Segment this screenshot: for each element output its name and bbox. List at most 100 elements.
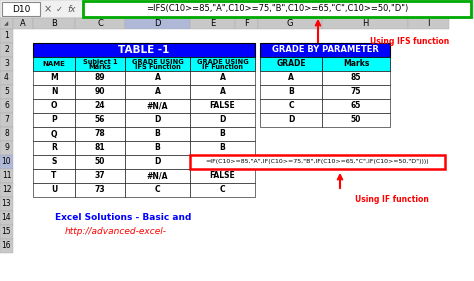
Bar [75, 113, 125, 127]
Bar [125, 113, 190, 127]
Bar [322, 99, 390, 113]
Text: ◢: ◢ [4, 21, 9, 26]
Bar [190, 155, 445, 169]
Bar [33, 113, 75, 127]
Text: B: B [155, 144, 160, 153]
Text: A: A [219, 87, 226, 96]
Text: G: G [287, 19, 293, 28]
Text: 73: 73 [95, 185, 105, 194]
Text: Subject 1: Subject 1 [82, 59, 117, 65]
Bar [260, 113, 322, 127]
Text: C: C [288, 101, 294, 110]
Text: S: S [51, 157, 57, 167]
Text: T: T [51, 171, 57, 180]
Text: B: B [155, 130, 160, 139]
Text: A: A [20, 19, 26, 28]
Bar [190, 127, 255, 141]
Bar [322, 18, 408, 29]
Bar [33, 43, 255, 57]
Text: C: C [219, 185, 225, 194]
Text: E: E [210, 19, 215, 28]
Text: M: M [50, 74, 58, 83]
Bar [0, 113, 13, 127]
Bar [33, 155, 75, 169]
Text: D: D [154, 19, 161, 28]
Bar [0, 71, 13, 85]
Bar [0, 183, 13, 197]
Text: 9: 9 [4, 144, 9, 153]
Bar [260, 85, 322, 99]
Text: Using IFS function: Using IFS function [370, 37, 449, 46]
Text: GRADE USING: GRADE USING [197, 59, 248, 65]
Bar [75, 127, 125, 141]
Bar [0, 85, 13, 99]
Bar [75, 183, 125, 197]
Text: ✓: ✓ [55, 4, 63, 13]
Bar [125, 141, 190, 155]
Bar [75, 169, 125, 183]
Text: 56: 56 [95, 115, 105, 124]
Bar [322, 71, 390, 85]
Bar [33, 127, 75, 141]
Bar [125, 57, 190, 71]
Bar [33, 85, 75, 99]
Bar [190, 85, 255, 99]
Bar [0, 29, 13, 43]
Bar [260, 43, 390, 57]
Text: 37: 37 [95, 171, 105, 180]
Bar [258, 18, 322, 29]
Text: 5: 5 [4, 87, 9, 96]
Text: ×: × [44, 4, 52, 14]
Bar [322, 113, 390, 127]
Text: 85: 85 [351, 74, 361, 83]
Bar [75, 141, 125, 155]
Text: D: D [219, 115, 226, 124]
Bar [33, 71, 75, 85]
Text: GRADE: GRADE [276, 60, 306, 69]
Bar [190, 169, 255, 183]
Text: N: N [51, 87, 57, 96]
Text: O: O [51, 101, 57, 110]
Text: 65: 65 [351, 101, 361, 110]
Text: NAME: NAME [43, 61, 65, 67]
Bar [322, 57, 390, 71]
Text: Marks: Marks [343, 60, 369, 69]
Text: Q: Q [51, 130, 57, 139]
Bar [190, 113, 255, 127]
Text: GRADE BY PARAMETER: GRADE BY PARAMETER [272, 46, 378, 55]
Bar [190, 57, 255, 71]
Text: 12: 12 [2, 185, 11, 194]
Text: B: B [51, 19, 57, 28]
Text: A: A [288, 74, 294, 83]
Text: #N/A: #N/A [147, 171, 168, 180]
Bar [0, 127, 13, 141]
Text: 3: 3 [4, 60, 9, 69]
Bar [0, 225, 13, 239]
Bar [33, 183, 75, 197]
Text: U: U [51, 185, 57, 194]
Text: Excel Solutions - Basic and: Excel Solutions - Basic and [55, 214, 191, 223]
Bar [75, 18, 125, 29]
Text: fx: fx [68, 4, 76, 13]
Text: D: D [288, 115, 294, 124]
Text: 8: 8 [4, 130, 9, 139]
Text: C: C [97, 19, 103, 28]
Bar [75, 57, 125, 71]
Text: B: B [219, 130, 225, 139]
Bar [408, 18, 449, 29]
Text: 75: 75 [351, 87, 361, 96]
Bar [75, 99, 125, 113]
Text: 15: 15 [2, 228, 11, 237]
Bar [0, 99, 13, 113]
Text: 50: 50 [351, 115, 361, 124]
Text: http://advanced-excel-: http://advanced-excel- [65, 228, 167, 237]
Text: 1: 1 [4, 31, 9, 40]
Text: 4: 4 [4, 74, 9, 83]
Text: H: H [362, 19, 368, 28]
Text: 16: 16 [2, 241, 11, 250]
Text: D: D [155, 157, 161, 167]
Text: F: F [244, 19, 249, 28]
Bar [0, 211, 13, 225]
Text: 50: 50 [95, 157, 105, 167]
Text: TABLE -1: TABLE -1 [118, 45, 170, 55]
